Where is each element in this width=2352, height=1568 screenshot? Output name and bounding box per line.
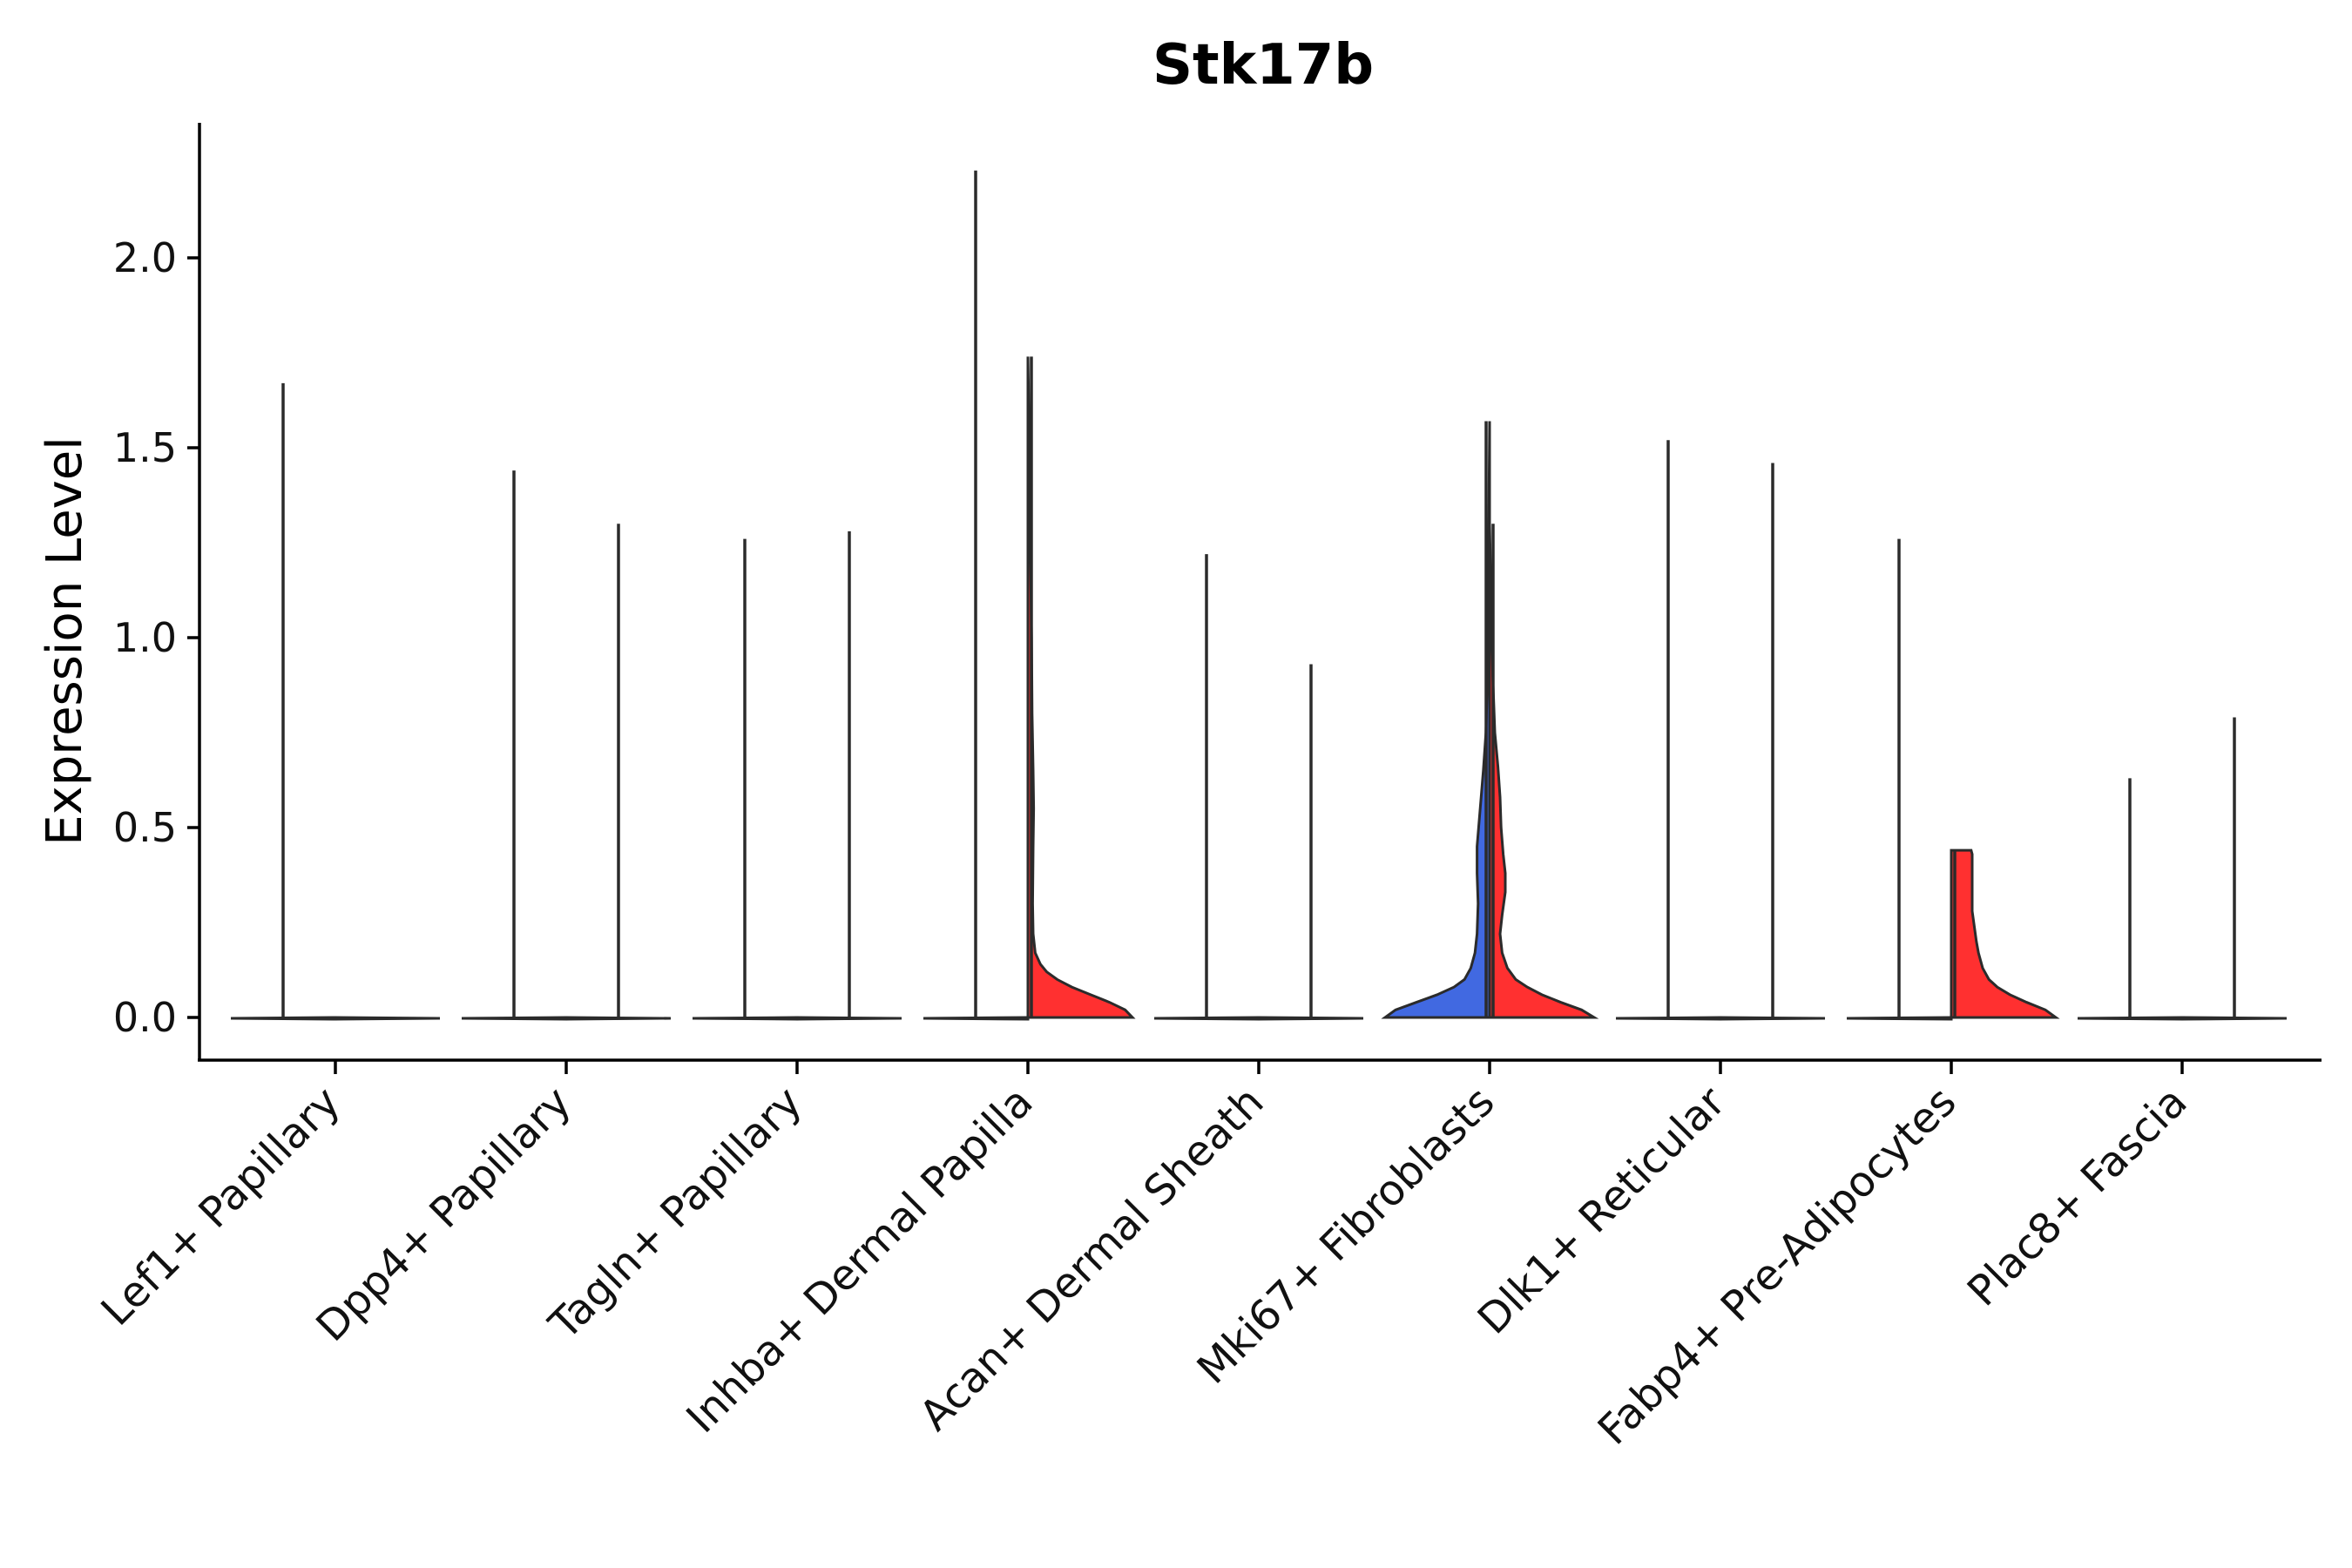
x-tick-label: Tagln+ Papillary: [539, 1078, 811, 1349]
y-tick-label: 0.0: [113, 994, 177, 1041]
violin-right: [2180, 717, 2288, 1021]
x-tick-label: Dpp4+ Papillary: [307, 1078, 580, 1351]
y-tick-label: 0.5: [113, 804, 177, 851]
violin-body: [1488, 524, 1599, 1019]
violin-right: [795, 531, 902, 1021]
y-tick-label: 2.0: [113, 234, 177, 281]
violin-body: [230, 1016, 337, 1021]
violin-right: [1488, 524, 1599, 1019]
x-tick-label: Lef1+ Papillary: [92, 1078, 350, 1335]
violin-body: [795, 1016, 902, 1021]
violin-body: [923, 1016, 1030, 1021]
violin-left: [1615, 440, 1722, 1021]
violin-body: [1846, 1016, 1953, 1021]
y-tick-label: 1.0: [113, 614, 177, 661]
chart-title: Stk17b: [1152, 33, 1374, 98]
violin-body: [2077, 1016, 2184, 1021]
y-ticks: 0.0 0.5 1.0 1.5 2.0: [113, 234, 199, 1041]
violin-body: [564, 1016, 672, 1021]
violin-left: [923, 170, 1030, 1021]
violin-right: [1950, 848, 2060, 1019]
x-tick-label: Dlk1+ Reticular: [1469, 1078, 1735, 1344]
violin-left: [2077, 778, 2184, 1021]
violins-layer: [230, 170, 2288, 1021]
violin-left: [1153, 554, 1260, 1021]
violin-right: [1026, 356, 1136, 1019]
violin-right: [564, 524, 672, 1021]
violin-right: [1257, 664, 1364, 1021]
violin-body: [461, 1016, 568, 1021]
violin-right: [1719, 463, 1826, 1021]
violin-body: [1153, 1016, 1260, 1021]
violin-body: [1615, 1016, 1722, 1021]
violin-body: [2180, 1016, 2288, 1021]
violin-body: [1257, 1016, 1364, 1021]
violin-left: [1381, 421, 1491, 1019]
violin-left: [1846, 538, 1953, 1021]
y-tick-label: 1.5: [113, 424, 177, 471]
y-axis-label: Expression Level: [37, 436, 93, 846]
violin-right: [334, 1016, 441, 1021]
violin-body: [334, 1016, 441, 1021]
violin-left: [461, 470, 568, 1021]
violin-body: [1026, 356, 1136, 1019]
violin-body: [1719, 1016, 1826, 1021]
violin-body: [1381, 421, 1491, 1019]
violin-left: [692, 538, 799, 1021]
violin-left: [230, 382, 337, 1021]
violin-body: [1950, 848, 2060, 1019]
x-tick-label: Plac8+ Fascia: [1958, 1078, 2197, 1316]
violin-body: [692, 1016, 799, 1021]
